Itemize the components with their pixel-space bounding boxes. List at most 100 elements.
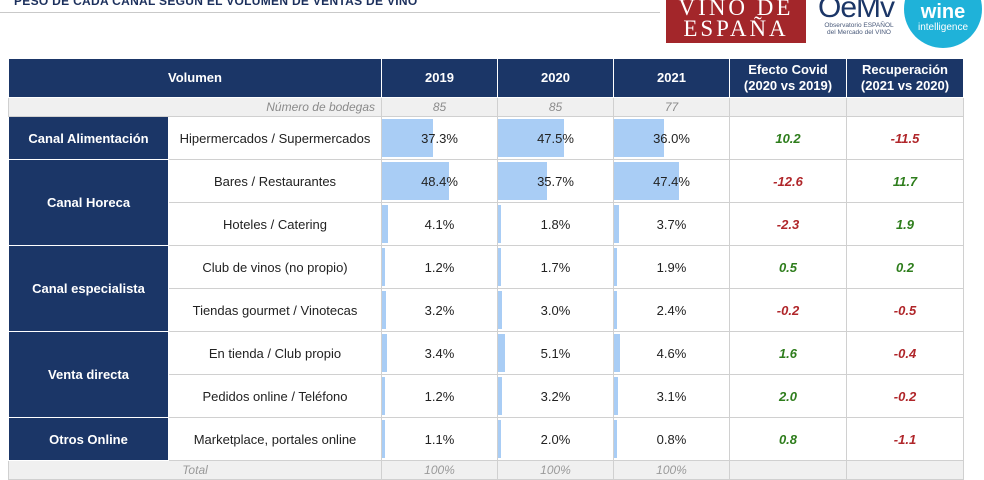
value-text: 47.4%: [653, 173, 690, 189]
vino-logo-line2: ESPAÑA: [683, 16, 789, 41]
value-text: 2.0%: [540, 431, 571, 447]
recuperacion-value: -0.2: [846, 374, 964, 418]
subchannel-label: En tienda / Club propio: [168, 331, 382, 375]
value-2021: 3.1%: [613, 374, 730, 418]
value-2020: 3.2%: [497, 374, 614, 418]
value-text: 0.8%: [656, 431, 687, 447]
group-venta-directa: Venta directa: [8, 331, 169, 418]
subchannel-label: Hipermercados / Supermercados: [168, 116, 382, 160]
value-2019: 1.1%: [381, 417, 498, 461]
value-text: 3.4%: [424, 345, 455, 361]
value-text: 1.9%: [656, 259, 687, 275]
recuperacion-value: -11.5: [846, 116, 964, 160]
total-empty-recup: [846, 460, 964, 480]
subchannel-label: Hoteles / Catering: [168, 202, 382, 246]
value-bar: [498, 248, 501, 286]
header-efecto-line2: (2020 vs 2019): [743, 78, 833, 93]
value-bar: [498, 377, 503, 415]
table-header-row: Volumen 2019 2020 2021 Efecto Covid (202…: [8, 58, 964, 98]
value-2020: 1.8%: [497, 202, 614, 246]
value-2019: 4.1%: [381, 202, 498, 246]
value-text: 3.2%: [424, 302, 455, 318]
value-2021: 36.0%: [613, 116, 730, 160]
total-label: Total: [8, 460, 382, 480]
header-recuperacion: Recuperación (2021 vs 2020): [846, 58, 964, 98]
value-2021: 47.4%: [613, 159, 730, 203]
header-efecto-covid: Efecto Covid (2020 vs 2019): [729, 58, 847, 98]
bodegas-label: Número de bodegas: [8, 97, 382, 117]
value-2020: 2.0%: [497, 417, 614, 461]
value-text: 2.4%: [656, 302, 687, 318]
group-canal-horeca: Canal Horeca: [8, 159, 169, 246]
value-bar: [498, 420, 501, 458]
value-bar: [382, 377, 385, 415]
subchannel-label: Club de vinos (no propio): [168, 245, 382, 289]
recuperacion-value: 0.2: [846, 245, 964, 289]
table-row: Tiendas gourmet / Vinotecas 3.2% 3.0% 2.…: [9, 288, 964, 332]
value-bar: [382, 334, 387, 372]
value-bar: [382, 291, 387, 329]
value-text: 4.6%: [656, 345, 687, 361]
value-bar: [614, 334, 621, 372]
vino-logo-line1: VINO DE: [678, 0, 794, 20]
table-row: Venta directa En tienda / Club propio 3.…: [8, 331, 964, 418]
efecto-covid-value: -0.2: [729, 288, 847, 332]
bodegas-2020: 85: [497, 97, 614, 117]
recuperacion-value: 1.9: [846, 202, 964, 246]
value-2021: 3.7%: [613, 202, 730, 246]
efecto-covid-value: -2.3: [729, 202, 847, 246]
value-bar: [498, 119, 564, 157]
value-2020: 35.7%: [497, 159, 614, 203]
recuperacion-value: 11.7: [846, 159, 964, 203]
total-row: Total 100% 100% 100%: [8, 460, 964, 480]
value-text: 48.4%: [421, 173, 458, 189]
value-text: 4.1%: [424, 216, 455, 232]
value-2020: 1.7%: [497, 245, 614, 289]
value-text: 1.7%: [540, 259, 571, 275]
total-2019: 100%: [381, 460, 498, 480]
table-row: Otros Online Marketplace, portales onlin…: [8, 417, 964, 461]
value-bar: [498, 291, 503, 329]
table-row: Canal Alimentación Hipermercados / Super…: [8, 116, 964, 160]
oemv-logo-subtitle: Observatorio ESPAÑOL del Mercado del VIN…: [816, 22, 902, 36]
sales-volume-table: Volumen 2019 2020 2021 Efecto Covid (202…: [8, 58, 964, 480]
value-2021: 2.4%: [613, 288, 730, 332]
oemv-logo-mark: OeMv: [818, 0, 895, 24]
value-2021: 4.6%: [613, 331, 730, 375]
value-2020: 5.1%: [497, 331, 614, 375]
value-bar: [614, 119, 664, 157]
bodegas-empty-recup: [846, 97, 964, 117]
value-2019: 1.2%: [381, 245, 498, 289]
value-text: 47.5%: [537, 130, 574, 146]
value-text: 3.7%: [656, 216, 687, 232]
value-text: 35.7%: [537, 173, 574, 189]
header-volumen: Volumen: [8, 58, 382, 98]
value-2020: 47.5%: [497, 116, 614, 160]
value-bar: [614, 162, 680, 200]
total-empty-efecto: [729, 460, 847, 480]
bodegas-row: Número de bodegas 85 85 77: [8, 97, 964, 117]
value-bar: [614, 377, 619, 415]
oemv-logo: OeMv Observatorio ESPAÑOL del Mercado de…: [812, 0, 900, 42]
value-bar: [382, 248, 385, 286]
efecto-covid-value: 1.6: [729, 331, 847, 375]
value-2021: 1.9%: [613, 245, 730, 289]
group-canal-especialista: Canal especialista: [8, 245, 169, 332]
value-bar: [382, 420, 385, 458]
recuperacion-value: -0.5: [846, 288, 964, 332]
value-text: 36.0%: [653, 130, 690, 146]
value-text: 1.2%: [424, 259, 455, 275]
value-bar: [498, 205, 501, 243]
wine-logo-line1: wine: [920, 1, 966, 23]
efecto-covid-value: 0.5: [729, 245, 847, 289]
value-text: 1.2%: [424, 388, 455, 404]
bodegas-2019: 85: [381, 97, 498, 117]
value-bar: [614, 205, 620, 243]
value-bar: [614, 291, 618, 329]
group-canal-alimentacion: Canal Alimentación: [8, 116, 169, 160]
recuperacion-value: -0.4: [846, 331, 964, 375]
wine-intelligence-logo: wine intelligence: [904, 0, 982, 48]
value-bar: [382, 162, 449, 200]
efecto-covid-value: 2.0: [729, 374, 847, 418]
subchannel-label: Bares / Restaurantes: [168, 159, 382, 203]
